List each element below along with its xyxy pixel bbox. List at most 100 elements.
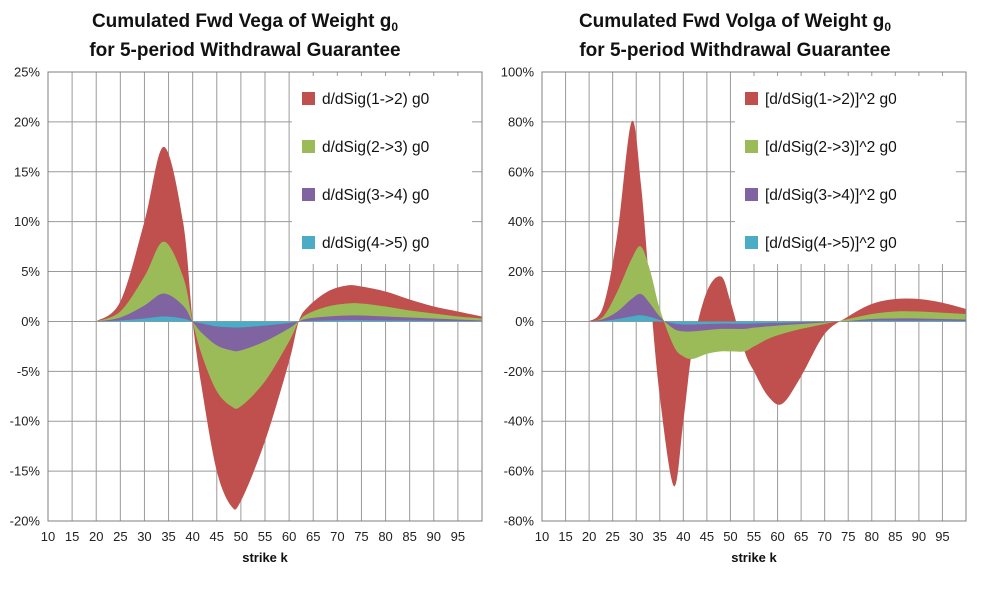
volga-chart-panel: Cumulated Fwd Volga of Weight g0 for 5-p… xyxy=(490,0,980,589)
x-tick-label: 75 xyxy=(354,529,368,544)
y-tick-label: 25% xyxy=(14,65,40,80)
legend-background xyxy=(292,76,472,264)
x-tick-label: 45 xyxy=(210,529,224,544)
y-tick-label: 80% xyxy=(508,114,534,129)
x-tick-label: 35 xyxy=(653,529,667,544)
y-tick-label: 100% xyxy=(501,65,535,80)
chart-title-line1: Cumulated Fwd Vega of Weight g xyxy=(91,11,392,32)
x-axis-label: strike k xyxy=(242,550,288,565)
x-tick-labels: 10 15 20 25 30 35 40 45 50 55 60 65 70 75 80 85 90 95 xyxy=(535,529,950,544)
x-tick-label: 40 xyxy=(185,529,199,544)
x-tick-label: 30 xyxy=(629,529,643,544)
x-tick-label: 55 xyxy=(747,529,761,544)
x-tick-label: 50 xyxy=(234,529,248,544)
y-tick-label: -20% xyxy=(504,364,535,379)
y-tick-labels: -80% -60% -40% -20% 0% 20% 40% 60% 80% 100% xyxy=(501,65,535,529)
legend-swatch xyxy=(302,188,315,201)
plot-area-border xyxy=(47,71,483,522)
x-tick-label: 55 xyxy=(258,529,272,544)
x-tick-label: 80 xyxy=(865,529,879,544)
x-axis-label: strike k xyxy=(731,550,777,565)
chart-title: Cumulated Fwd Vega of Weight g0 for 5-pe… xyxy=(0,10,490,63)
x-tick-label: 20 xyxy=(89,529,103,544)
x-tick-label: 45 xyxy=(700,529,714,544)
y-tick-label: 15% xyxy=(14,164,40,179)
legend-swatch xyxy=(302,140,315,153)
area-series xyxy=(96,146,482,510)
chart-title-line1: Cumulated Fwd Volga of Weight g xyxy=(578,11,885,32)
x-tick-label: 35 xyxy=(161,529,175,544)
x-tick-label: 50 xyxy=(723,529,737,544)
x-tick-label: 70 xyxy=(330,529,344,544)
y-tick-label: -20% xyxy=(10,514,41,529)
y-tick-label: -10% xyxy=(10,414,41,429)
legend-swatch xyxy=(745,140,758,153)
legend-entry: d/dSig(1->2) g0 xyxy=(322,91,430,108)
x-tick-label: 15 xyxy=(558,529,572,544)
legend-entry: [d/dSig(1->2)]^2 g0 xyxy=(765,91,897,108)
chart-title-subscript: 0 xyxy=(884,20,892,34)
y-tick-label: 60% xyxy=(508,164,534,179)
legend-entry: [d/dSig(2->3)]^2 g0 xyxy=(765,139,897,156)
legend-background xyxy=(735,76,956,264)
vega-chart-panel: Cumulated Fwd Vega of Weight g0 for 5-pe… xyxy=(0,0,490,589)
y-tick-label: 10% xyxy=(14,214,40,229)
x-tick-label: 40 xyxy=(676,529,690,544)
x-tick-label: 60 xyxy=(770,529,784,544)
x-tick-label: 70 xyxy=(817,529,831,544)
y-tick-label: 40% xyxy=(508,214,534,229)
y-tick-label: -15% xyxy=(10,464,41,479)
x-tick-label: 65 xyxy=(306,529,320,544)
volga-chart: -80% -60% -40% -20% 0% 20% 40% 60% 80% 100% 10 15 20… xyxy=(501,65,967,565)
y-tick-label: 20% xyxy=(508,264,534,279)
x-tick-label: 90 xyxy=(912,529,926,544)
legend-swatch xyxy=(745,92,758,105)
x-tick-label: 60 xyxy=(282,529,296,544)
legend-entry: [d/dSig(3->4)]^2 g0 xyxy=(765,187,897,204)
y-tick-label: -40% xyxy=(504,414,535,429)
x-tick-label: 95 xyxy=(935,529,949,544)
x-tick-label: 85 xyxy=(888,529,902,544)
x-tick-label: 25 xyxy=(605,529,619,544)
area-series-4 xyxy=(589,315,966,325)
chart-title: Cumulated Fwd Volga of Weight g0 for 5-p… xyxy=(490,10,980,63)
y-tick-label: -5% xyxy=(17,364,41,379)
legend-entry: d/dSig(2->3) g0 xyxy=(322,139,430,156)
y-tick-labels: -20% -15% -10% -5% 0% 5% 10% 15% 20% 25% xyxy=(10,65,41,529)
x-tick-label: 85 xyxy=(402,529,416,544)
x-tick-label: 80 xyxy=(378,529,392,544)
y-tick-label: -80% xyxy=(504,514,535,529)
y-tick-label: 0% xyxy=(515,314,534,329)
x-tick-label: 25 xyxy=(113,529,127,544)
vega-chart: -20% -15% -10% -5% 0% 5% 10% 15% 20% 25% 10 15 20 25 3… xyxy=(10,65,483,565)
y-tick-label: -60% xyxy=(504,464,535,479)
legend-swatch xyxy=(745,188,758,201)
area-series xyxy=(589,120,966,487)
x-tick-labels: 10 15 20 25 30 35 40 45 50 55 60 65 70 75 80 85 90 95 xyxy=(41,529,465,544)
legend-entry: d/dSig(4->5) g0 xyxy=(322,235,430,252)
x-tick-label: 90 xyxy=(427,529,441,544)
x-tick-label: 30 xyxy=(137,529,151,544)
x-tick-label: 65 xyxy=(794,529,808,544)
x-tick-label: 10 xyxy=(41,529,55,544)
chart-title-subscript: 0 xyxy=(391,20,399,34)
legend-entry: [d/dSig(4->5)]^2 g0 xyxy=(765,235,897,252)
chart-title-line2: for 5-period Withdrawal Guarantee xyxy=(579,40,891,61)
chart-title-line2: for 5-period Withdrawal Guarantee xyxy=(89,40,401,61)
x-tick-label: 20 xyxy=(582,529,596,544)
area-series-1 xyxy=(589,120,966,487)
y-tick-label: 0% xyxy=(21,314,40,329)
legend: [d/dSig(1->2)]^2 g0 [d/dSig(2->3)]^2 g0 [d… xyxy=(735,76,956,264)
y-tick-label: 20% xyxy=(14,114,40,129)
legend-entry: d/dSig(3->4) g0 xyxy=(322,187,430,204)
x-tick-label: 95 xyxy=(451,529,465,544)
y-tick-label: 5% xyxy=(21,264,40,279)
area-series-4 xyxy=(96,316,482,328)
legend-swatch xyxy=(745,236,758,249)
legend: d/dSig(1->2) g0 d/dSig(2->3) g0 d/dSig(3->… xyxy=(292,76,472,264)
plot-area-border xyxy=(541,71,967,522)
x-tick-label: 10 xyxy=(535,529,549,544)
x-tick-label: 75 xyxy=(841,529,855,544)
legend-swatch xyxy=(302,236,315,249)
legend-swatch xyxy=(302,92,315,105)
